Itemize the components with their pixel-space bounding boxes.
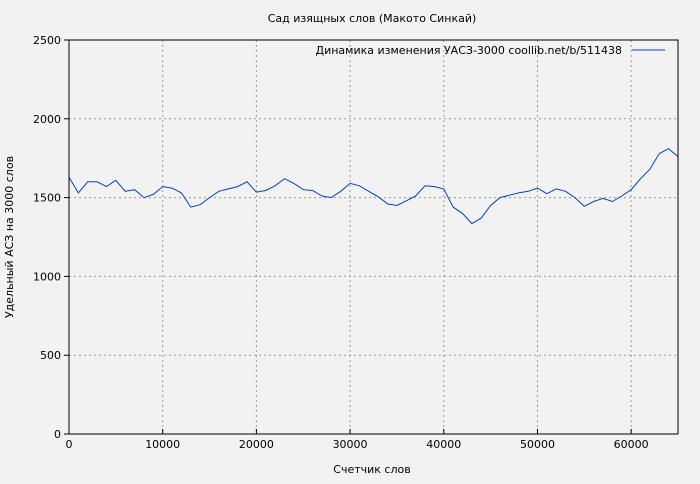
- y-tick-label: 0: [54, 428, 61, 441]
- y-tick-label: 500: [40, 349, 61, 362]
- y-tick-label: 1500: [33, 192, 61, 205]
- x-axis-label: Счетчик слов: [333, 463, 410, 476]
- x-tick-label: 30000: [333, 438, 368, 451]
- grid: [69, 40, 678, 434]
- series-line: [68, 148, 679, 225]
- x-tick-label: 40000: [426, 438, 461, 451]
- x-tick-label: 50000: [520, 438, 555, 451]
- y-axis-label: Удельный АСЗ на 3000 слов: [3, 156, 16, 318]
- y-tick-label: 2000: [33, 113, 61, 126]
- plot-frame: [68, 39, 679, 435]
- y-tick-label: 2500: [33, 34, 61, 47]
- axis-ticks: 0 10000 20000 30000 40000 50000 60000 0 500 1000 1…: [33, 34, 649, 451]
- x-tick-label: 60000: [614, 438, 649, 451]
- x-tick-label: 20000: [239, 438, 274, 451]
- x-tick-label: 0: [66, 438, 73, 451]
- legend-label: Динамика изменения УАСЗ-3000 coollib.net…: [316, 44, 623, 57]
- x-tick-label: 10000: [145, 438, 180, 451]
- y-tick-label: 1000: [33, 270, 61, 283]
- chart-title: Сад изящных слов (Макото Синкай): [268, 12, 477, 25]
